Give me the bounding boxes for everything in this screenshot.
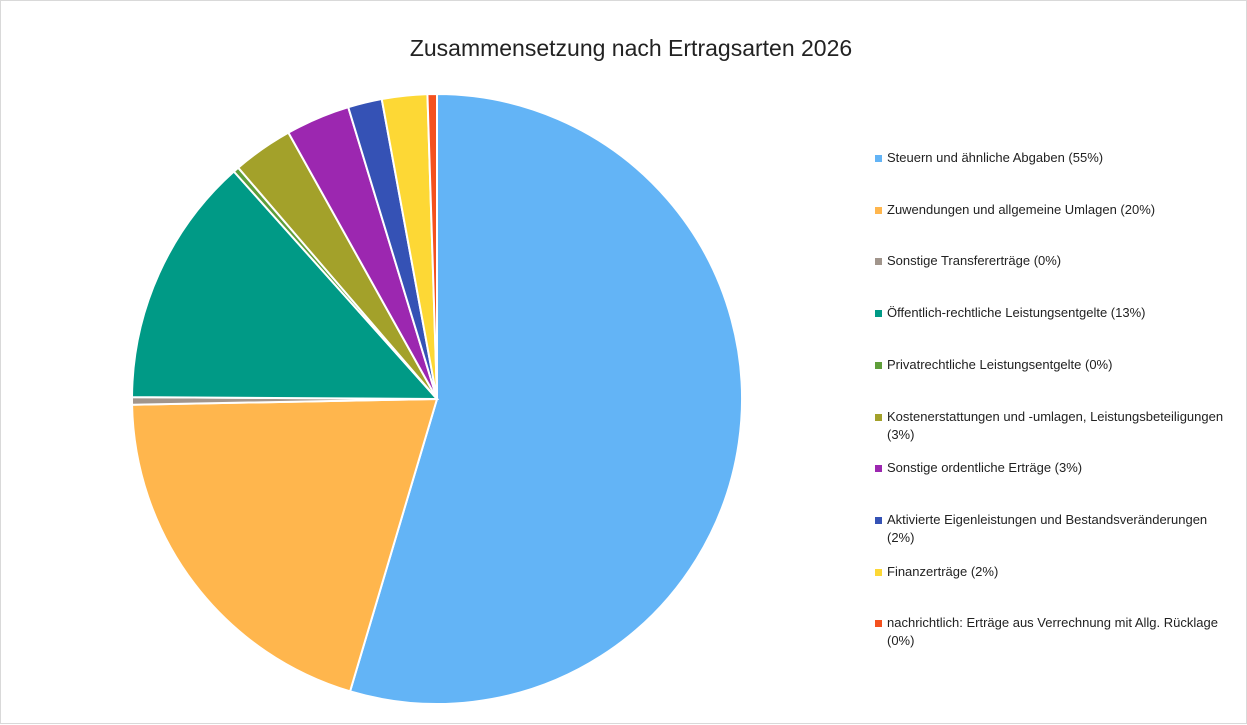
legend-label: Aktivierte Eigenleistungen und Bestandsv… xyxy=(887,511,1208,545)
legend-swatch xyxy=(875,155,882,162)
legend-swatch xyxy=(875,413,882,421)
legend-label: Zuwendungen und allgemeine Umlagen (20%) xyxy=(887,201,1156,217)
legend-label: Öffentlich-rechtliche Leistungsentgelte … xyxy=(887,305,1146,321)
legend-label: Kostenerstattungen und -umlagen, Leistun… xyxy=(887,408,1224,442)
legend-swatch xyxy=(875,258,882,266)
legend-swatch xyxy=(875,206,882,214)
legend-label: Steuern und ähnliche Abgaben (55%) xyxy=(887,150,1104,165)
legend-swatch xyxy=(875,465,882,473)
legend-label: Sonstige Transfererträge (0%) xyxy=(887,253,1062,269)
pie-slice xyxy=(426,92,438,400)
legend-item: Zuwendungen und allgemeine Umlagen (20%) xyxy=(875,201,1227,219)
legend-item: Sonstige ordentliche Erträge (3%) xyxy=(875,459,1227,477)
legend-label: Sonstige ordentliche Erträge (3%) xyxy=(887,460,1083,476)
legend-item: Kostenerstattungen und -umlagen, Leistun… xyxy=(875,408,1227,444)
chart-title: Zusammensetzung nach Ertragsarten 2026 xyxy=(410,35,852,61)
legend-item: Privatrechtliche Leistungsentgelte (0%) xyxy=(875,356,1227,374)
legend-item: Öffentlich-rechtliche Leistungsentgelte … xyxy=(875,304,1227,322)
legend-label: Finanzerträge (2%) xyxy=(887,563,999,579)
pie-slice xyxy=(348,92,743,705)
legend-item: Steuern und ähnliche Abgaben (55%) xyxy=(875,149,1227,167)
legend-item: Finanzerträge (2%) xyxy=(875,563,1227,581)
legend-item: nachrichtlich: Erträge aus Verrechnung m… xyxy=(875,614,1227,650)
pie-slice xyxy=(130,170,440,401)
legend-item: Aktivierte Eigenleistungen und Bestandsv… xyxy=(875,511,1227,547)
legend-swatch xyxy=(875,310,882,318)
legend-label: Privatrechtliche Leistungsentgelte (0%) xyxy=(887,356,1113,372)
legend-swatch xyxy=(875,620,882,628)
legend-swatch xyxy=(875,361,882,369)
legend-item: Sonstige Transfererträge (0%) xyxy=(875,252,1227,270)
legend-label: nachrichtlich: Erträge aus Verrechnung m… xyxy=(887,615,1218,649)
legend-swatch xyxy=(875,568,882,576)
legend-swatch xyxy=(875,516,882,524)
pie-slice xyxy=(131,397,439,693)
